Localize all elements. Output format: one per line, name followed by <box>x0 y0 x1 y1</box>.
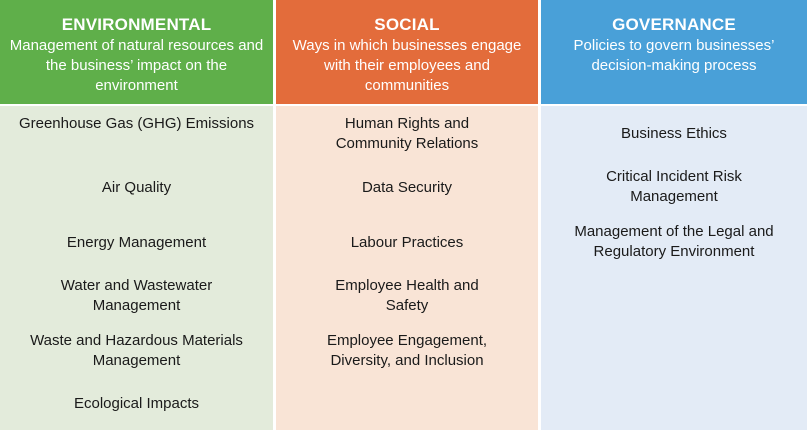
environmental-description: Management of natural resources and the … <box>9 37 264 94</box>
social-title: SOCIAL <box>374 15 440 34</box>
social-item-health-safety: Employee Health and Safety <box>335 277 479 314</box>
governance-item-business-ethics: Business Ethics <box>621 125 727 142</box>
environmental-item-ecological-impacts: Ecological Impacts <box>73 395 200 412</box>
environmental-item-ghg-emissions: Greenhouse Gas (GHG) Emissions <box>18 115 255 132</box>
social-item-engagement-diversity: Employee Engagement, Diversity, and Incl… <box>326 332 488 369</box>
environmental-item-waste-management: Waste and Hazardous Materials Management <box>30 332 243 369</box>
governance-item-critical-incident: Critical Incident Risk Management <box>606 168 742 205</box>
environmental-item-water-management: Water and Wastewater Management <box>60 277 213 314</box>
social-items: Human Rights and Community Relations Dat… <box>276 106 538 430</box>
environmental-column: ENVIRONMENTAL Management of natural reso… <box>0 0 273 430</box>
environmental-items: Greenhouse Gas (GHG) Emissions Air Quali… <box>0 106 273 430</box>
environmental-header: ENVIRONMENTAL Management of natural reso… <box>0 0 273 104</box>
governance-column: GOVERNANCE Policies to govern businesses… <box>541 0 807 430</box>
social-item-data-security: Data Security <box>361 179 453 196</box>
governance-items: Business Ethics Critical Incident Risk M… <box>541 106 807 430</box>
social-column: SOCIAL Ways in which businesses engage w… <box>276 0 538 430</box>
social-description: Ways in which businesses engage with the… <box>292 37 522 94</box>
environmental-item-air-quality: Air Quality <box>101 179 172 196</box>
governance-header: GOVERNANCE Policies to govern businesses… <box>541 0 807 104</box>
governance-description: Policies to govern businesses’ decision-… <box>573 37 775 74</box>
social-header: SOCIAL Ways in which businesses engage w… <box>276 0 538 104</box>
social-item-human-rights: Human Rights and Community Relations <box>335 115 479 152</box>
social-item-labour-practices: Labour Practices <box>350 234 464 251</box>
governance-item-legal-regulatory: Management of the Legal and Regulatory E… <box>574 223 774 260</box>
governance-title: GOVERNANCE <box>612 15 736 34</box>
environmental-title: ENVIRONMENTAL <box>61 15 212 34</box>
environmental-item-energy-management: Energy Management <box>66 234 207 251</box>
